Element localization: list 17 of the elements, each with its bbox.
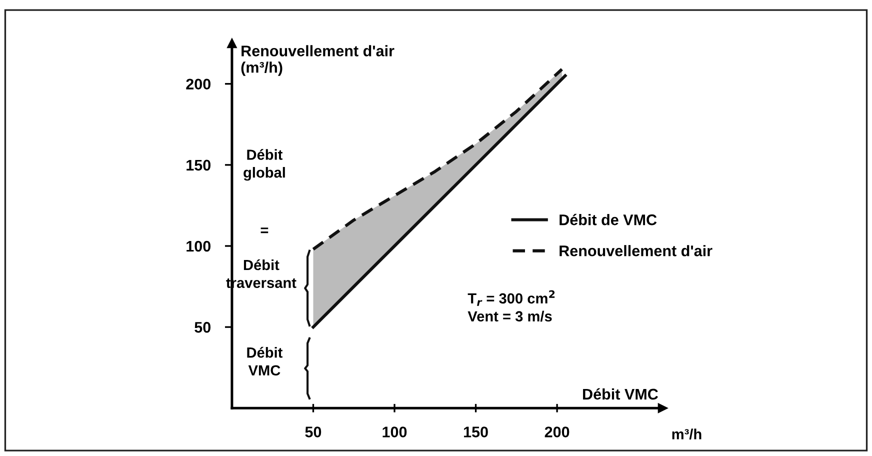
- text: m³/h: [672, 428, 702, 440]
- x-axis-title: Débit VMC: [583, 388, 658, 400]
- x-tick-label: 100: [382, 426, 407, 438]
- legend-label: Débit de VMC: [560, 214, 657, 226]
- x-tick-label: 150: [464, 426, 488, 438]
- annotation: Débit VMC: [247, 346, 283, 376]
- x-tick-label: 200: [544, 426, 570, 438]
- annotation: Débit global: [244, 149, 285, 181]
- y-axis-title: Renouvellement d'air (m³/h): [241, 45, 394, 76]
- x-tick-label: 50: [305, 426, 322, 438]
- legend-label: Renouvellement d'air: [560, 245, 712, 256]
- y-tick-label: 50: [194, 322, 210, 333]
- text: T$_{r}$ = 300 cm$^{2}$ Vent = 3 m/s: [468, 290, 555, 322]
- y-tick-label: 200: [186, 78, 210, 90]
- annotation: =: [260, 228, 268, 234]
- y-tick-label: 150: [186, 160, 210, 171]
- y-tick-label: 100: [186, 240, 210, 252]
